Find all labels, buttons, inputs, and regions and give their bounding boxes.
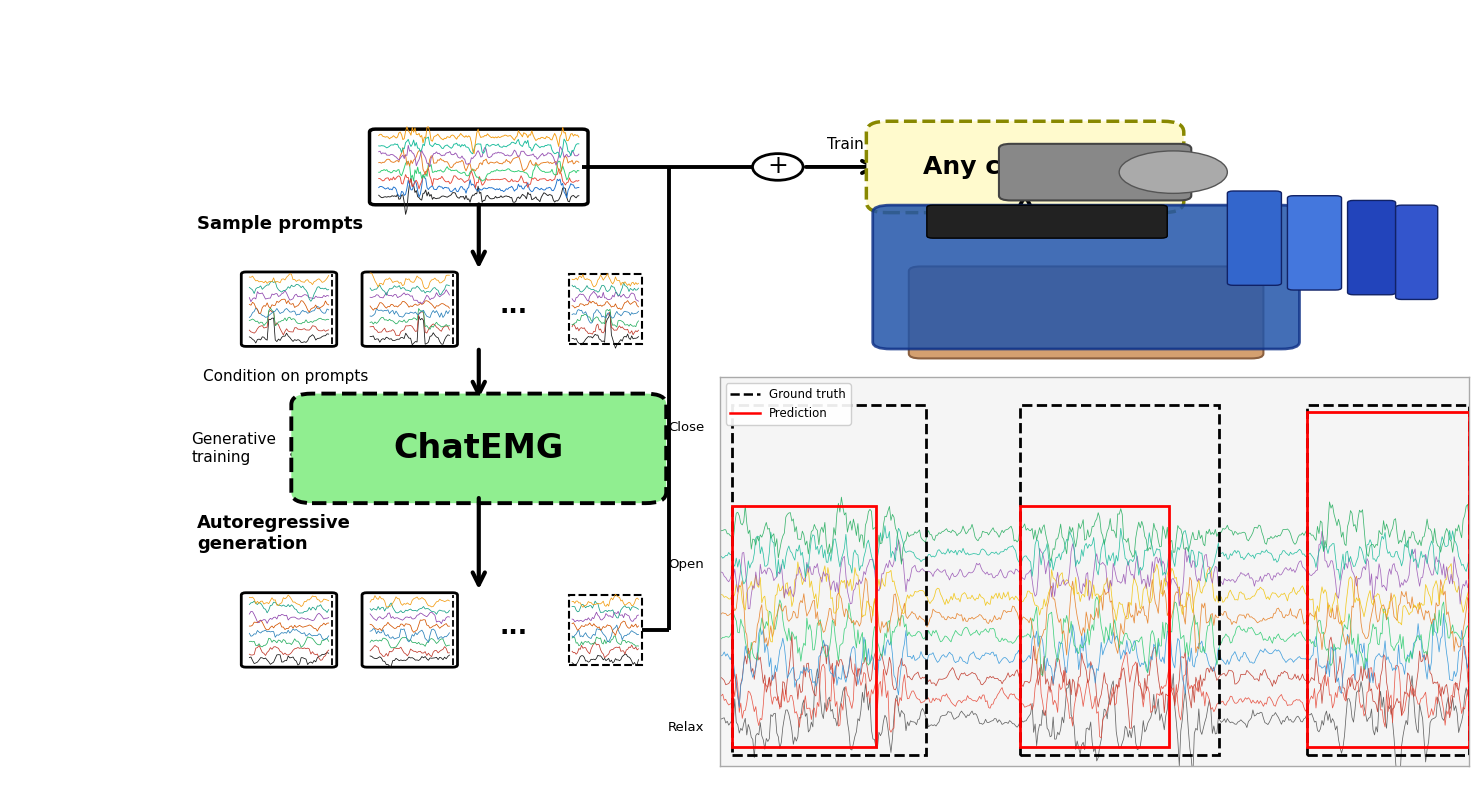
Bar	[1020, 505, 1169, 747]
FancyBboxPatch shape	[1395, 205, 1438, 299]
Text: ...: ...	[499, 615, 527, 639]
FancyBboxPatch shape	[291, 394, 666, 503]
Text: Close: Close	[668, 421, 703, 435]
FancyBboxPatch shape	[1227, 191, 1282, 285]
FancyBboxPatch shape	[999, 144, 1192, 200]
Legend: Ground truth, Prediction: Ground truth, Prediction	[726, 384, 850, 424]
Text: ...: ...	[499, 294, 527, 318]
FancyBboxPatch shape	[362, 593, 457, 667]
Bar	[732, 505, 876, 747]
Text: Train: Train	[827, 137, 864, 152]
FancyBboxPatch shape	[908, 266, 1263, 358]
FancyBboxPatch shape	[873, 205, 1300, 349]
Text: Any classifiers: Any classifiers	[923, 155, 1128, 179]
Bar	[1020, 405, 1220, 755]
Text: ChatEMG: ChatEMG	[393, 432, 564, 465]
Bar	[1307, 405, 1469, 755]
Text: Open: Open	[668, 557, 703, 571]
FancyBboxPatch shape	[928, 205, 1168, 238]
Bar	[568, 595, 643, 665]
FancyBboxPatch shape	[1347, 200, 1395, 295]
Text: Autoregressive
generation: Autoregressive generation	[197, 514, 350, 553]
Bar	[732, 405, 926, 755]
FancyBboxPatch shape	[242, 593, 337, 667]
Bar	[1307, 413, 1469, 747]
FancyBboxPatch shape	[370, 129, 588, 205]
Circle shape	[1119, 151, 1227, 193]
Bar	[568, 274, 643, 344]
Text: Sample prompts: Sample prompts	[197, 215, 364, 233]
Text: Generative
training: Generative training	[191, 432, 276, 465]
Text: Condition on prompts: Condition on prompts	[203, 369, 368, 384]
Text: Intent inferral
on the orthosis: Intent inferral on the orthosis	[1042, 145, 1146, 176]
Circle shape	[752, 153, 803, 180]
FancyBboxPatch shape	[867, 121, 1184, 213]
Text: +: +	[767, 154, 788, 178]
Text: Relax: Relax	[668, 721, 703, 734]
FancyBboxPatch shape	[1288, 196, 1342, 290]
FancyBboxPatch shape	[362, 272, 457, 347]
FancyBboxPatch shape	[242, 272, 337, 347]
